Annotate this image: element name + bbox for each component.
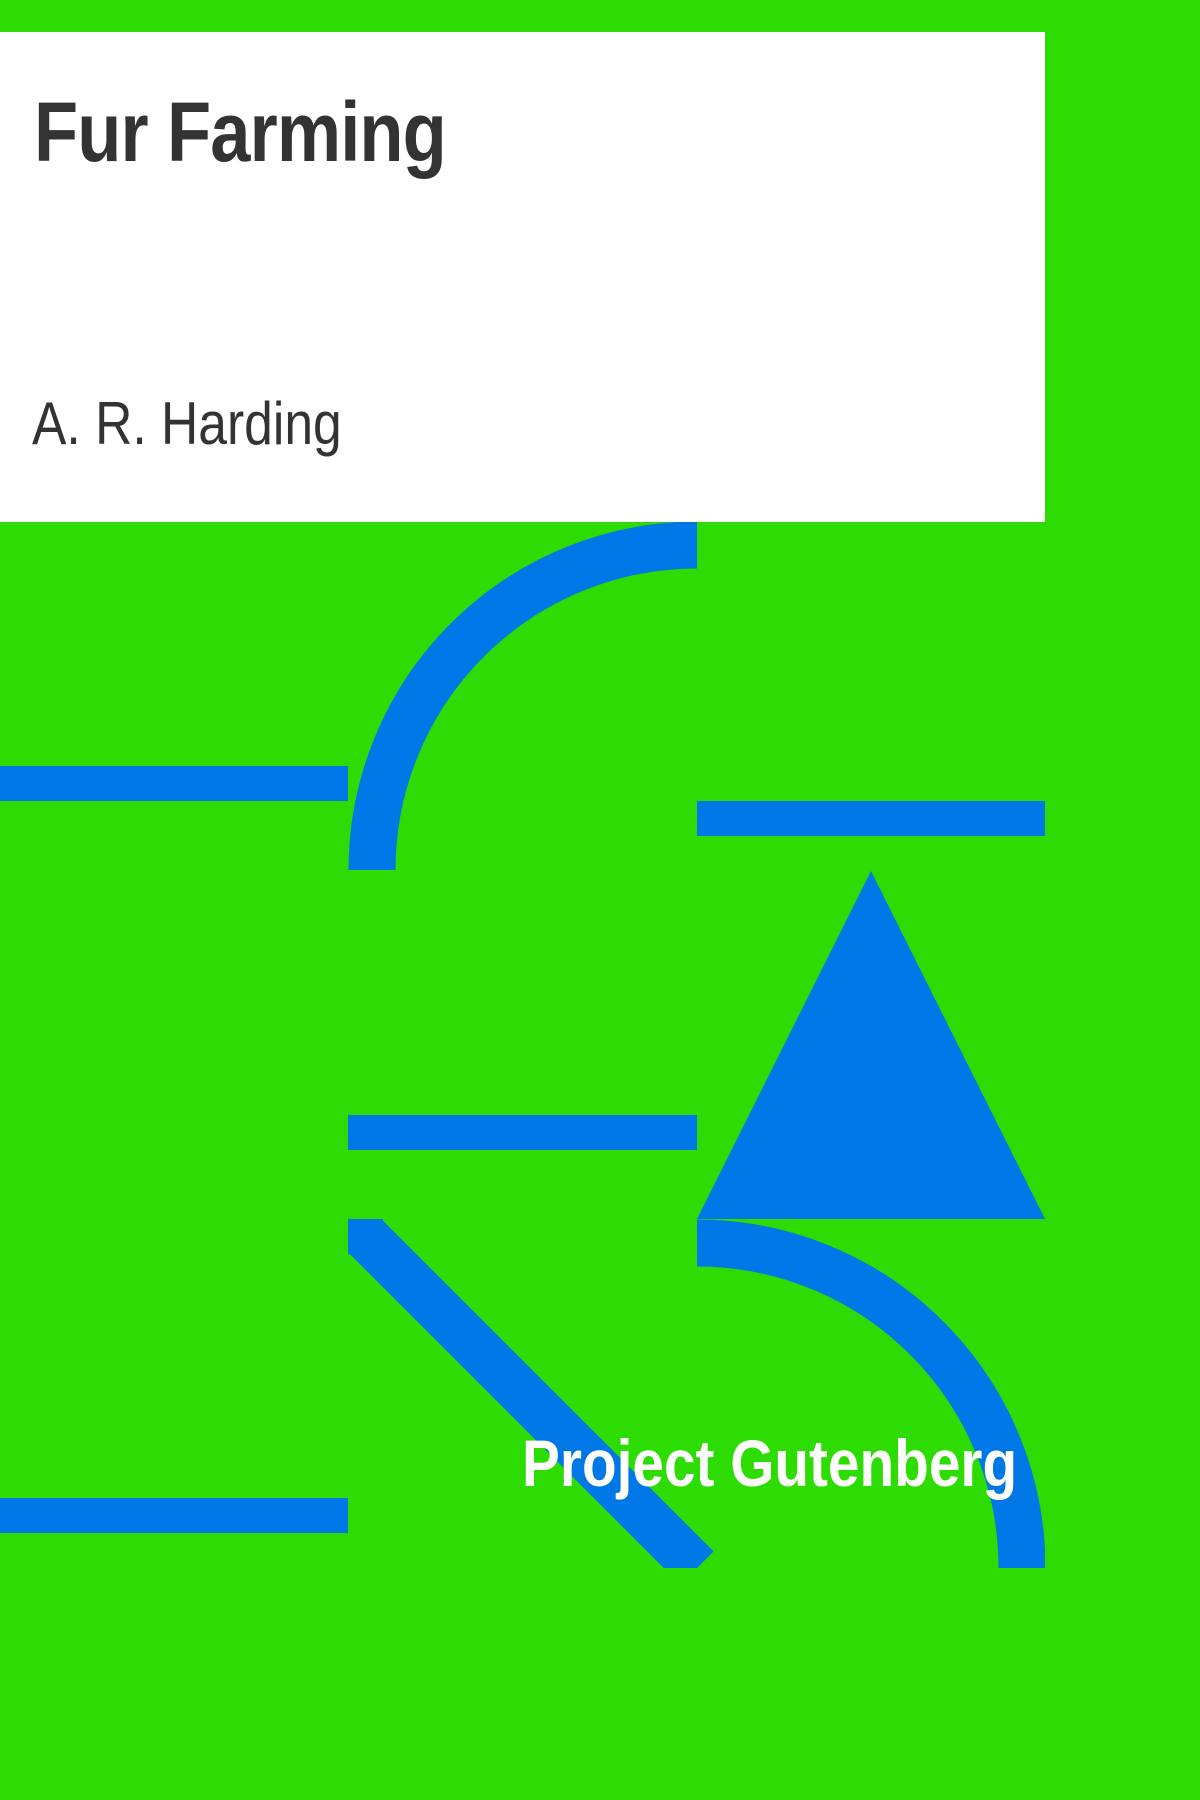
quarter-arc-upper [348,522,698,871]
bar-left-lower [0,1498,348,1533]
diagonal-start-block [348,1219,383,1254]
diagonal-band [349,1220,714,1568]
quarter-arc-lower [696,1219,1045,1568]
bar-middle [348,1115,697,1150]
top-color-band [0,0,1045,32]
book-cover: Fur Farming A. R. Harding Project Gutenb… [0,0,1045,1568]
title-panel: Fur Farming A. R. Harding [0,32,1045,522]
bar-right-upper [697,801,1045,836]
book-title: Fur Farming [34,85,447,179]
triangle-shape [697,871,1045,1219]
publisher-label: Project Gutenberg [522,1426,1018,1500]
book-author: A. R. Harding [32,390,342,457]
bar-left-upper [0,766,348,801]
cover-pattern-art [0,522,1045,1568]
